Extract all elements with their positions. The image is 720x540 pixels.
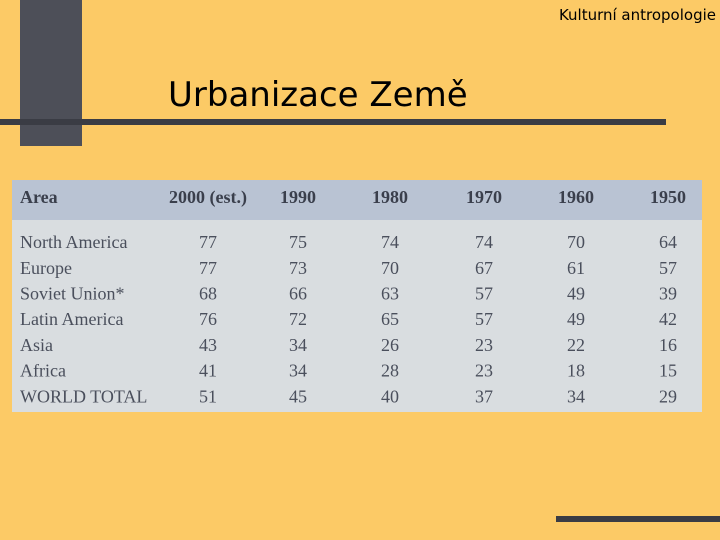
row-label: North America [20,232,127,252]
table-cell: 23 [475,335,493,355]
table-cell: 45 [289,386,307,406]
row-label: Soviet Union* [20,284,125,304]
table-header-background [12,180,702,220]
row-label: WORLD TOTAL [20,386,147,406]
column-header: Area [20,187,58,207]
table-cell: 15 [659,361,677,381]
accent-line [0,119,666,125]
table-cell: 61 [567,258,585,278]
table: Area 2000 (est.) 1990 1980 1970 1960 1950 North… [20,187,686,406]
table-cell: 77 [199,232,217,252]
row-label: Europe [20,258,72,278]
table-cell: 74 [475,232,493,252]
table-cell: 72 [289,309,307,329]
table-cell: 18 [567,361,585,381]
table-cell: 29 [659,386,677,406]
table-cell: 23 [475,361,493,381]
column-header: 1980 [372,187,408,207]
table-cell: 70 [567,232,585,252]
table-cell: 40 [381,386,399,406]
footer-line [556,516,720,522]
row-label: Africa [20,361,66,381]
table-cell: 57 [475,309,493,329]
row-label: Latin America [20,309,123,329]
table-cell: 49 [567,309,585,329]
table-cell: 63 [381,284,399,304]
column-header: 1970 [466,187,502,207]
table-cell: 42 [659,309,677,329]
column-header: 1990 [280,187,316,207]
table-cell: 34 [289,335,307,355]
table-cell: 57 [659,258,677,278]
table-cell: 70 [381,258,399,278]
table-cell: 37 [475,386,493,406]
table-cell: 26 [381,335,399,355]
table-cell: 22 [567,335,585,355]
table-cell: 68 [199,284,217,304]
table-cell: 57 [475,284,493,304]
table-cell: 67 [475,258,493,278]
row-label: Asia [20,335,53,355]
table-cell: 76 [199,309,217,329]
column-header: 2000 (est.) [169,187,247,208]
column-header: 1950 [650,187,686,207]
table-cell: 41 [199,361,217,381]
slide-title: Urbanizace Země [168,75,468,115]
table-cell: 43 [199,335,217,355]
table-cell: 34 [289,361,307,381]
table-cell: 66 [289,284,307,304]
column-header: 1960 [558,187,594,207]
table-cell: 65 [381,309,399,329]
table-cell: 16 [659,335,677,355]
table-cell: 49 [567,284,585,304]
table-cell: 28 [381,361,399,381]
table-cell: 77 [199,258,217,278]
course-name: Kulturní antropologie [559,6,716,24]
table-cell: 51 [199,386,217,406]
table-cell: 74 [381,232,399,252]
table-cell: 73 [289,258,307,278]
table-cell: 34 [567,386,585,406]
table-cell: 64 [659,232,677,252]
table-cell: 75 [289,232,307,252]
table-cell: 39 [659,284,677,304]
